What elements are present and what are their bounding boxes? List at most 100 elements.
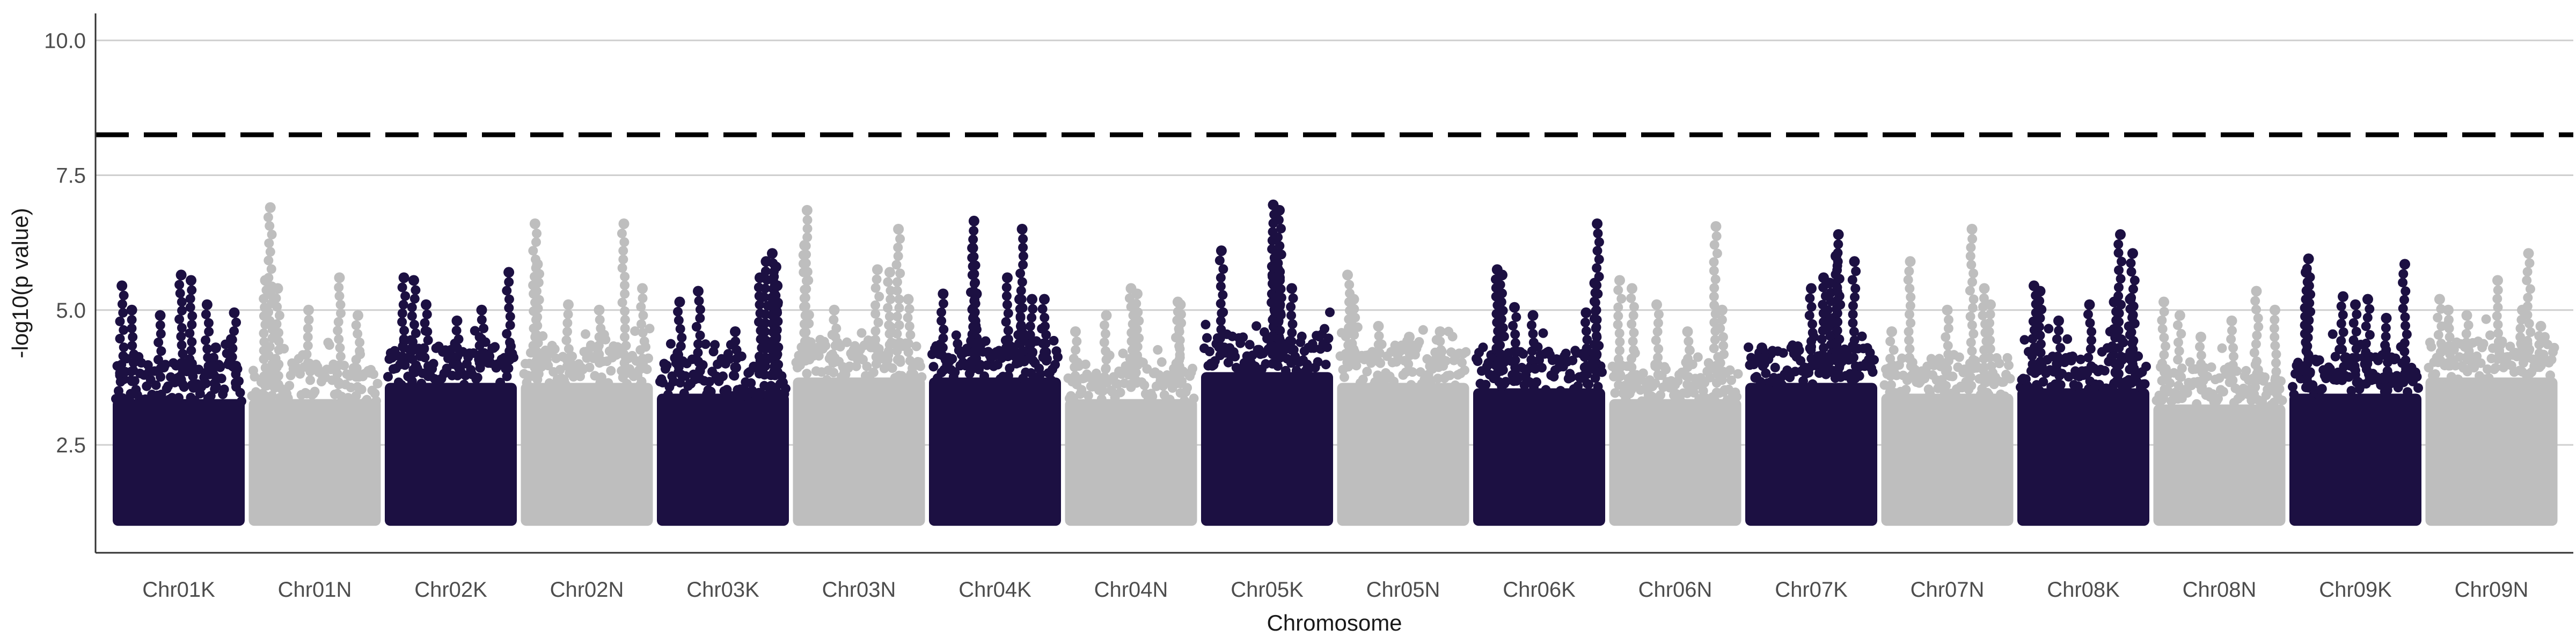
peak-stem-point (118, 308, 128, 318)
peak-stem-point (2381, 323, 2391, 333)
peak-stem-point (894, 303, 904, 313)
peak-stem-point (2270, 341, 2280, 350)
peak-stem-point (802, 276, 811, 286)
peak-stem-point (693, 356, 703, 366)
peak-stem-point (231, 378, 240, 387)
band-edge-point (1297, 332, 1307, 341)
peak-stem-point (883, 277, 892, 287)
peak-stem-point (1905, 344, 1914, 354)
peak-stem-point (1885, 354, 1895, 363)
peak-stem-point (260, 303, 269, 312)
peak-stem-point (1344, 280, 1354, 290)
peak-stem-point (175, 289, 185, 298)
peak-stem-point (871, 283, 881, 293)
peak-stem-point (1710, 240, 1719, 250)
peak-stem-point (936, 308, 946, 317)
peak-stem-point (2381, 332, 2391, 341)
peak-stem-point (2398, 304, 2408, 313)
peak-stem-point (2195, 342, 2205, 352)
peak-stem-point (2114, 283, 2124, 292)
peak-stem-point (1966, 312, 1975, 321)
peak-stem-point (1070, 362, 1079, 372)
peak-stem-point (2492, 294, 2502, 304)
band-edge-point (1153, 345, 1162, 355)
peak-stem-point (2492, 311, 2502, 321)
peak-point (1274, 205, 1285, 216)
peak-stem-point (1028, 347, 1037, 357)
peak-stem-point (1681, 371, 1691, 380)
peak-stem-point (454, 334, 464, 344)
peak-stem-point (1849, 353, 1858, 362)
x-axis-title: Chromosome (1267, 610, 1402, 635)
peak-stem-point (1218, 290, 1227, 300)
peak-stem-point (884, 346, 894, 356)
x-tick-label: Chr05N (1366, 578, 1440, 602)
peak-stem-point (1593, 289, 1602, 299)
band-edge-point (1325, 308, 1335, 317)
peak-stem-point (1582, 369, 1592, 379)
peak-stem-point (636, 319, 646, 329)
peak-stem-point (188, 363, 198, 372)
peak-stem-point (1176, 310, 1186, 319)
peak-stem-point (1527, 346, 1537, 356)
peak-stem-point (2035, 296, 2044, 306)
x-tick-label: Chr08N (2183, 578, 2257, 602)
peak-stem-point (874, 318, 883, 327)
band-edge-point (2278, 396, 2287, 405)
peak-stem-point (1654, 310, 1664, 319)
x-tick-labels: Chr01K Chr01N Chr02K Chr02N Chr03K Chr03N Chr0… (142, 578, 2528, 602)
peak-stem-point (475, 341, 485, 350)
peak-stem-point (970, 277, 980, 287)
peak-stem-point (2127, 267, 2136, 276)
peak-stem-point (1808, 328, 1818, 338)
peak-stem-point (2116, 352, 2126, 361)
peak-stem-point (635, 345, 645, 355)
band-body (521, 383, 653, 525)
peak-stem-point (127, 367, 136, 376)
peak-stem-point (1717, 375, 1727, 385)
peak-stem-point (336, 309, 346, 318)
peak-stem-point (800, 319, 809, 329)
peak-stem-point (1985, 318, 1994, 328)
peak-stem-point (1215, 350, 1225, 360)
peak-stem-point (1851, 266, 1861, 276)
peak-stem-point (1806, 354, 1816, 363)
peak-stem-point (305, 375, 315, 385)
peak-stem-point (2117, 257, 2126, 266)
peak-stem-point (695, 374, 705, 383)
peak-point (530, 218, 540, 229)
peak-stem-point (2434, 330, 2443, 340)
peak-stem-point (1629, 302, 1639, 312)
peak-stem-point (1629, 328, 1639, 338)
peak-stem-point (334, 291, 344, 301)
peak-stem-point (1823, 305, 1833, 315)
peak-stem-point (970, 295, 979, 305)
peak-stem-point (638, 294, 648, 303)
peak-point (1886, 326, 1897, 337)
peak-stem-point (1832, 343, 1842, 353)
band-edge-point (718, 371, 728, 381)
peak-stem-point (1965, 286, 1975, 296)
peak-point (1497, 269, 1507, 280)
peak-stem-point (2523, 302, 2533, 311)
peak-stem-point (636, 362, 646, 372)
peak-stem-point (1805, 311, 1814, 320)
band-edge-point (1732, 392, 1741, 401)
peak-stem-point (1966, 372, 1975, 382)
band-edge-point (2004, 361, 2014, 370)
peak-stem-point (127, 324, 136, 333)
peak-stem-point (2523, 267, 2533, 276)
peak-stem-point (828, 349, 837, 359)
peak-stem-point (1498, 306, 1508, 316)
band-edge-point (2100, 366, 2110, 376)
peak-point (2227, 316, 2237, 326)
peak-stem-point (229, 326, 239, 336)
peak-stem-point (1968, 268, 1978, 278)
peak-stem-point (1526, 355, 1536, 364)
band-edge-point (2260, 372, 2270, 382)
peak-stem-point (259, 337, 269, 347)
peak-stem-point (1350, 347, 1359, 357)
peak-point (969, 216, 979, 226)
peak-stem-point (422, 327, 432, 336)
